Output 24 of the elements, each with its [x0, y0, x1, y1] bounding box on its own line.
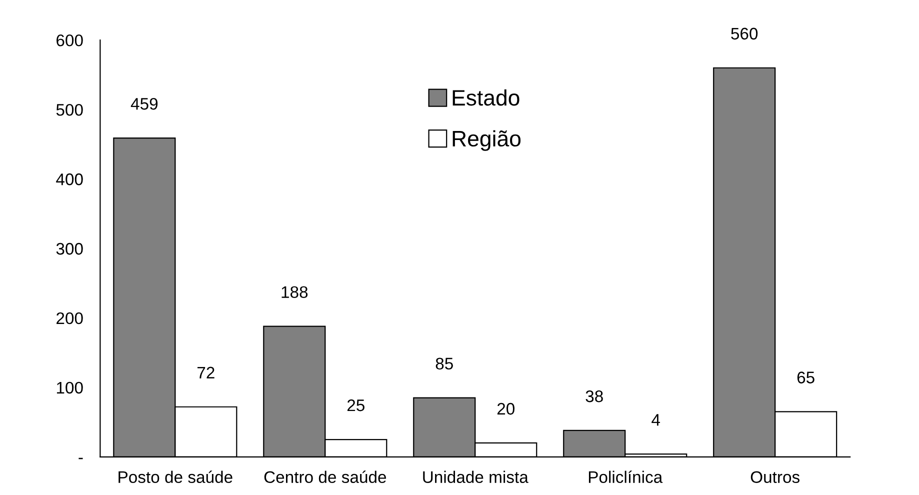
- x-tick-label: Outros: [750, 471, 800, 484]
- data-label: 20: [497, 402, 514, 415]
- y-tick-label: 500: [56, 104, 83, 116]
- x-tick-label: Unidade mista: [423, 470, 528, 484]
- x-tick-label: Centro de saúde: [264, 470, 386, 484]
- y-tick-label: 200: [56, 312, 83, 324]
- y-tick-label: 300: [56, 242, 83, 255]
- data-label: 72: [197, 366, 214, 378]
- y-tick-label: 400: [56, 173, 83, 186]
- legend-label: Estado: [452, 89, 520, 106]
- data-label: 38: [586, 390, 603, 402]
- data-label: 459: [130, 98, 158, 110]
- data-label: 25: [347, 399, 364, 412]
- data-label: 4: [652, 414, 660, 426]
- data-label: 65: [797, 372, 814, 384]
- x-tick-label: Posto de saúde: [118, 470, 232, 484]
- y-tick-label: 600: [56, 34, 83, 46]
- y-tick-label: 100: [56, 382, 83, 394]
- data-label: 560: [731, 28, 758, 40]
- data-label: 188: [282, 286, 308, 298]
- data-label: 85: [436, 358, 453, 370]
- y-tick-label: -: [78, 458, 83, 460]
- legend-label: Região: [452, 130, 521, 151]
- x-tick-label: Policlínica: [588, 470, 663, 484]
